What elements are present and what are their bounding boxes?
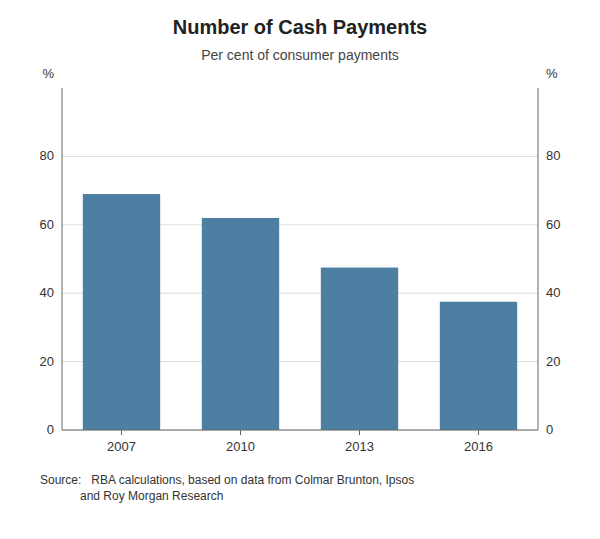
x-tick-label: 2007 <box>107 439 136 454</box>
x-tick <box>359 430 360 435</box>
title: Number of Cash Payments <box>173 16 428 38</box>
x-axis-line <box>62 430 538 431</box>
y2-tick-label: 40 <box>546 285 560 300</box>
y2-tick-label: 60 <box>546 217 560 232</box>
bar <box>202 218 279 430</box>
x-tick-label: 2016 <box>464 439 493 454</box>
x-tick-label: 2010 <box>226 439 255 454</box>
y-tick-label: 40 <box>40 285 54 300</box>
grid-line <box>62 430 538 431</box>
y-axis-label: % <box>42 66 54 81</box>
x-tick <box>478 430 479 435</box>
x-tick-label: 2013 <box>345 439 374 454</box>
x-tick <box>240 430 241 435</box>
bar <box>321 268 398 430</box>
source: and Roy Morgan Research <box>40 489 223 503</box>
y-tick-label: 80 <box>40 148 54 163</box>
y2-tick-label: 80 <box>546 148 560 163</box>
y2-tick-label: 20 <box>546 354 560 369</box>
grid-line <box>62 156 538 157</box>
y2-axis-line <box>538 88 539 430</box>
subtitle: Per cent of consumer payments <box>201 47 399 63</box>
y-axis-line <box>62 88 63 430</box>
bar <box>83 194 160 430</box>
bars <box>83 194 517 430</box>
y-tick-label: 0 <box>47 422 54 437</box>
source: Source: RBA calculations, based on data … <box>40 473 414 487</box>
y2-tick-label: 0 <box>546 422 553 437</box>
y-tick-label: 20 <box>40 354 54 369</box>
chart: Number of Cash Payments Per cent of consu… <box>0 0 600 539</box>
y-tick-label: 60 <box>40 217 54 232</box>
y2-axis-label: % <box>546 66 558 81</box>
bar <box>440 302 517 430</box>
x-tick <box>121 430 122 435</box>
